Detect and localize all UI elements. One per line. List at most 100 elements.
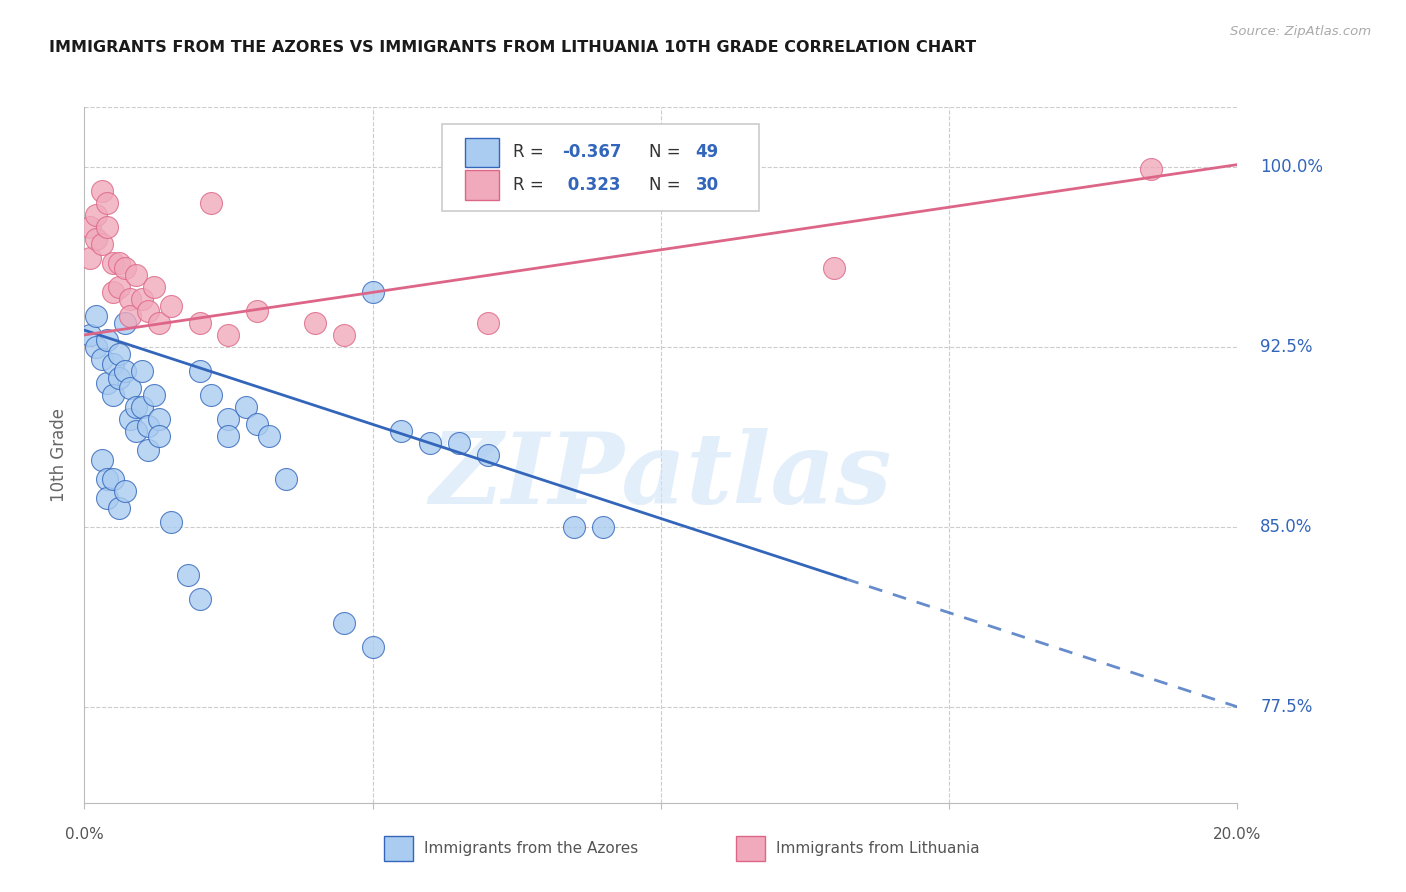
Point bbox=[84, 232, 107, 246]
Point bbox=[84, 208, 107, 222]
Text: 49: 49 bbox=[696, 144, 718, 161]
Point bbox=[131, 364, 153, 378]
Text: ZIPatlas: ZIPatlas bbox=[430, 427, 891, 524]
FancyBboxPatch shape bbox=[465, 170, 499, 200]
Point bbox=[391, 424, 413, 438]
Point bbox=[79, 251, 101, 265]
Point bbox=[200, 196, 222, 211]
Text: 77.5%: 77.5% bbox=[1260, 698, 1313, 716]
FancyBboxPatch shape bbox=[735, 836, 765, 861]
Point bbox=[188, 591, 211, 606]
Point bbox=[136, 419, 159, 434]
Point bbox=[84, 309, 107, 323]
Point bbox=[125, 424, 148, 438]
Point bbox=[235, 400, 257, 414]
FancyBboxPatch shape bbox=[384, 836, 413, 861]
Point bbox=[160, 299, 183, 313]
Text: N =: N = bbox=[650, 176, 686, 194]
Point bbox=[103, 388, 124, 402]
Point bbox=[131, 400, 153, 414]
Point bbox=[142, 388, 165, 402]
Text: 0.0%: 0.0% bbox=[65, 827, 104, 842]
Point bbox=[564, 520, 586, 534]
Point bbox=[361, 285, 384, 299]
Point bbox=[114, 483, 136, 498]
Point bbox=[108, 256, 131, 270]
Point bbox=[276, 472, 298, 486]
Point bbox=[477, 448, 499, 462]
Point bbox=[96, 472, 118, 486]
Text: Immigrants from the Azores: Immigrants from the Azores bbox=[425, 840, 638, 855]
Point bbox=[218, 328, 240, 343]
Point bbox=[246, 417, 269, 431]
Point bbox=[823, 260, 845, 275]
FancyBboxPatch shape bbox=[441, 124, 759, 211]
Point bbox=[125, 400, 148, 414]
Y-axis label: 10th Grade: 10th Grade bbox=[49, 408, 67, 502]
Point bbox=[96, 333, 118, 347]
Point bbox=[103, 472, 124, 486]
Point bbox=[108, 371, 131, 385]
Point bbox=[218, 428, 240, 442]
Point bbox=[103, 285, 124, 299]
Point bbox=[90, 236, 112, 251]
Point bbox=[108, 280, 131, 294]
Point bbox=[449, 436, 471, 450]
Point bbox=[120, 381, 142, 395]
Point bbox=[96, 491, 118, 505]
Point bbox=[160, 515, 183, 529]
Text: 92.5%: 92.5% bbox=[1260, 338, 1313, 356]
Text: -0.367: -0.367 bbox=[561, 144, 621, 161]
Point bbox=[361, 640, 384, 654]
Point bbox=[333, 615, 356, 630]
Point bbox=[108, 347, 131, 361]
Point bbox=[90, 351, 112, 366]
Point bbox=[96, 219, 118, 234]
Point bbox=[96, 376, 118, 390]
Point bbox=[125, 268, 148, 282]
Text: 20.0%: 20.0% bbox=[1213, 827, 1261, 842]
Point bbox=[103, 357, 124, 371]
Point bbox=[142, 280, 165, 294]
Point bbox=[477, 316, 499, 330]
Point bbox=[90, 184, 112, 198]
Point bbox=[177, 567, 200, 582]
Point bbox=[120, 309, 142, 323]
Point bbox=[79, 219, 101, 234]
Point bbox=[108, 500, 131, 515]
Point bbox=[188, 316, 211, 330]
Text: 0.323: 0.323 bbox=[561, 176, 620, 194]
Point bbox=[90, 452, 112, 467]
Text: 30: 30 bbox=[696, 176, 718, 194]
Point bbox=[246, 304, 269, 318]
Point bbox=[103, 256, 124, 270]
Point bbox=[114, 364, 136, 378]
Point bbox=[333, 328, 356, 343]
Point bbox=[96, 196, 118, 211]
Point bbox=[114, 260, 136, 275]
Text: IMMIGRANTS FROM THE AZORES VS IMMIGRANTS FROM LITHUANIA 10TH GRADE CORRELATION C: IMMIGRANTS FROM THE AZORES VS IMMIGRANTS… bbox=[49, 40, 976, 55]
Point bbox=[148, 428, 170, 442]
FancyBboxPatch shape bbox=[465, 137, 499, 167]
Point bbox=[114, 316, 136, 330]
Point bbox=[188, 364, 211, 378]
Point bbox=[304, 316, 326, 330]
Text: R =: R = bbox=[513, 176, 550, 194]
Point bbox=[419, 436, 441, 450]
Text: R =: R = bbox=[513, 144, 550, 161]
Point bbox=[79, 328, 101, 343]
Text: Immigrants from Lithuania: Immigrants from Lithuania bbox=[776, 840, 980, 855]
Point bbox=[120, 412, 142, 426]
Point bbox=[84, 340, 107, 354]
Point bbox=[136, 443, 159, 458]
Point bbox=[257, 428, 280, 442]
Point bbox=[148, 316, 170, 330]
Point bbox=[120, 292, 142, 306]
Point bbox=[136, 304, 159, 318]
Point bbox=[148, 412, 170, 426]
Point bbox=[1140, 162, 1163, 177]
Point bbox=[131, 292, 153, 306]
Point bbox=[218, 412, 240, 426]
Text: 100.0%: 100.0% bbox=[1260, 158, 1323, 176]
Text: Source: ZipAtlas.com: Source: ZipAtlas.com bbox=[1230, 25, 1371, 38]
